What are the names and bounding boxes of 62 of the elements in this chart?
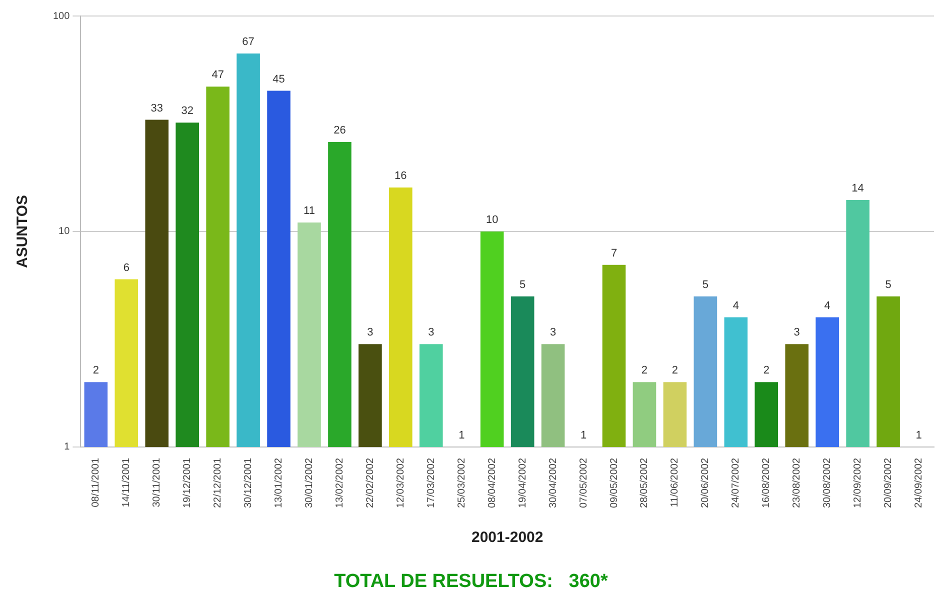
x-tick-label: 16/08/2002	[761, 458, 772, 508]
y-tick-label: 10	[58, 226, 70, 238]
data-label: 10	[486, 214, 498, 226]
data-label: 32	[181, 105, 194, 118]
x-tick-label: 19/12/2001	[182, 458, 194, 508]
x-tick-label: 20/09/2002	[883, 458, 894, 508]
x-tick-label: 12/09/2002	[852, 458, 864, 508]
x-tick-label: 19/04/2002	[517, 458, 528, 508]
data-label: 2	[672, 364, 678, 377]
data-label: 67	[242, 36, 254, 48]
data-label: 11	[304, 205, 315, 218]
data-label: 5	[885, 278, 892, 291]
x-axis-title: 2001-2002	[471, 529, 544, 546]
x-tick-label: 17/03/2002	[426, 458, 437, 508]
data-label: 26	[334, 124, 346, 137]
data-label: 3	[428, 326, 434, 339]
data-label: 16	[394, 170, 407, 182]
data-label: 3	[550, 326, 556, 339]
x-tick-label: 30/08/2002	[822, 458, 834, 508]
x-tick-label: 11/06/2002	[670, 458, 681, 508]
x-tick-label: 22/02/2002	[364, 458, 376, 508]
x-tick-label: 13/01/2002	[274, 458, 285, 508]
data-label: 1	[580, 429, 587, 442]
data-label: 6	[123, 262, 130, 274]
data-label: 7	[610, 247, 618, 260]
x-tick-label: 30/11/2001	[152, 458, 163, 508]
data-label: 2	[92, 364, 99, 377]
data-label: 3	[367, 326, 374, 339]
x-tick-label: 09/05/2002	[608, 458, 620, 508]
x-tick-label: 24/09/2002	[914, 458, 925, 508]
y-axis-title: ASUNTOS	[14, 194, 32, 268]
text: TOTAL DE RESUELTOS: 360*	[334, 571, 608, 592]
x-tick-label: 30/04/2002	[548, 458, 559, 508]
x-tick-label: 08/11/2001	[90, 458, 102, 508]
data-label: 2	[641, 364, 648, 377]
x-tick-label: 12/03/2002	[395, 458, 406, 508]
data-label: 5	[702, 278, 708, 291]
data-label: 3	[794, 326, 800, 339]
x-tick-label: 30/12/2001	[243, 458, 254, 508]
y-tick-label: 100	[52, 10, 70, 22]
data-label: 2	[763, 364, 770, 377]
x-tick-label: 30/01/2002	[304, 458, 315, 508]
x-tick-label: 08/04/2002	[486, 458, 498, 508]
x-tick-label: 14/11/2001	[121, 458, 132, 508]
data-label: 5	[520, 278, 526, 291]
x-tick-label: 13/02/2002	[334, 458, 346, 508]
data-label: 1	[916, 429, 922, 442]
x-tick-label: 23/08/2002	[792, 458, 803, 508]
data-label: 4	[824, 300, 830, 312]
x-tick-label: 25/03/2002	[456, 458, 468, 508]
x-tick-label: 20/06/2002	[700, 458, 712, 508]
data-label: 47	[212, 69, 224, 82]
data-label: 4	[732, 300, 739, 312]
x-tick-label: 28/05/2002	[639, 458, 650, 508]
data-label: 33	[150, 102, 163, 114]
x-tick-label: 22/12/2001	[212, 458, 224, 508]
x-tick-label: 24/07/2002	[730, 458, 742, 508]
y-tick-label: 1	[64, 442, 70, 453]
data-label: 14	[852, 182, 864, 195]
data-label: 1	[458, 429, 465, 442]
data-label: 45	[272, 73, 285, 86]
x-tick-label: 07/05/2002	[578, 458, 590, 508]
